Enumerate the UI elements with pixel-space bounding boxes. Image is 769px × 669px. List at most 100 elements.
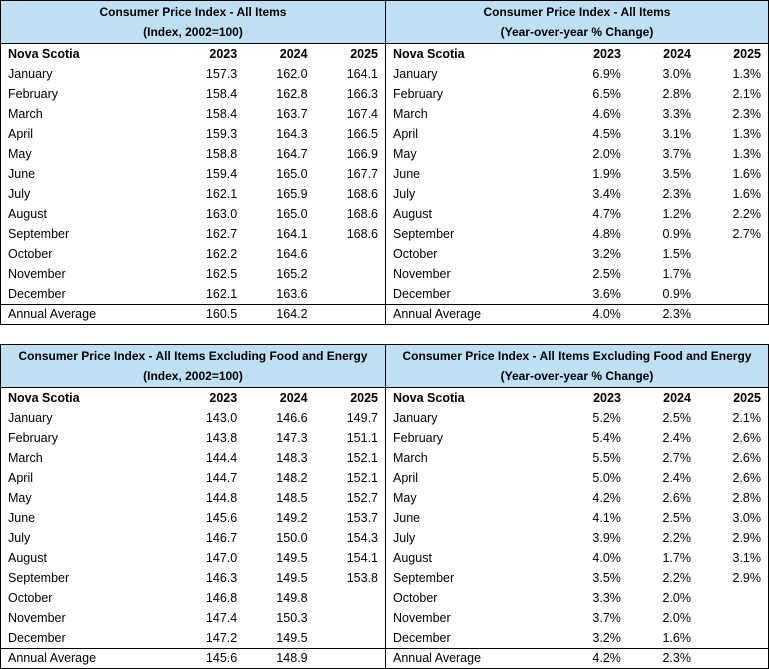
value-cell: 152.7	[346, 491, 378, 505]
table-all-items-index: Consumer Price Index - All Items (Index,…	[0, 0, 386, 325]
value-cell: 149.5	[276, 551, 308, 565]
value-cell: 2.6%	[732, 471, 762, 485]
value-cell: 165.0	[276, 167, 308, 181]
table-row: August 163.0 165.0 168.6	[1, 204, 385, 224]
table-row: June 4.1% 2.5% 3.0%	[386, 508, 768, 528]
value-cell: 0.9%	[662, 286, 691, 301]
value-cell: 1.3%	[732, 147, 762, 161]
table-group-excluding-food-energy: Consumer Price Index - All Items Excludi…	[0, 344, 769, 669]
value-cell: 168.6	[346, 187, 378, 201]
row-label: August	[8, 551, 47, 565]
value-cell: 2.5%	[662, 411, 691, 425]
value-cell: 1.6%	[732, 167, 762, 181]
row-label: September	[393, 227, 455, 241]
table-row: January 5.2% 2.5% 2.1%	[386, 408, 768, 428]
table-row: September 3.5% 2.2% 2.9%	[386, 568, 768, 588]
row-label: May	[393, 147, 417, 161]
region-column-header: Nova Scotia	[8, 47, 80, 61]
table-subtitle: (Index, 2002=100)	[143, 369, 243, 383]
value-cell: 167.4	[346, 107, 378, 121]
value-cell: 2.3%	[627, 647, 698, 668]
row-label: January	[393, 411, 438, 425]
table-row: January 6.9% 3.0% 1.3%	[386, 64, 768, 84]
annual-average-row: Annual Average 145.6 148.9	[1, 647, 385, 668]
row-label: March	[8, 107, 43, 121]
table-row: February 5.4% 2.4% 2.6%	[386, 428, 768, 448]
value-cell: 148.9	[244, 647, 315, 668]
year-column-header: 2023	[209, 391, 238, 405]
row-label: August	[393, 551, 432, 565]
table-title-block: Consumer Price Index - All Items (Index,…	[1, 1, 385, 44]
value-cell: 3.0%	[662, 67, 691, 81]
value-cell: 157.3	[205, 67, 238, 81]
value-cell: 146.6	[276, 411, 308, 425]
table-row: October 3.2% 1.5%	[386, 244, 768, 264]
table-row: August 147.0 149.5 154.1	[1, 548, 385, 568]
value-cell	[697, 303, 768, 324]
row-label: June	[393, 167, 421, 181]
value-cell: 153.8	[346, 571, 378, 585]
value-cell: 2.4%	[662, 431, 691, 445]
value-cell: 6.5%	[592, 87, 621, 101]
table-row: March 5.5% 2.7% 2.6%	[386, 448, 768, 468]
table-row: February 158.4 162.8 166.3	[1, 84, 385, 104]
value-cell: 4.8%	[592, 227, 621, 241]
row-label: March	[393, 451, 428, 465]
value-cell: 1.3%	[732, 127, 762, 141]
value-cell: 2.8%	[732, 491, 762, 505]
region-column-header: Nova Scotia	[8, 391, 80, 405]
value-cell: 152.1	[346, 471, 378, 485]
value-cell	[698, 264, 768, 284]
value-cell: 164.2	[244, 303, 315, 324]
value-cell: 3.7%	[592, 611, 621, 625]
year-column-header: 2023	[593, 391, 621, 405]
value-cell: 3.0%	[732, 511, 762, 525]
column-header-row: Nova Scotia 2023 2024 2025	[1, 44, 385, 64]
value-cell: 150.3	[276, 611, 308, 625]
row-label: February	[393, 87, 444, 101]
table-row: September 146.3 149.5 153.8	[1, 568, 385, 588]
value-cell: 2.2%	[662, 531, 691, 545]
table-title: Consumer Price Index - All Items Excludi…	[18, 349, 368, 363]
row-label: November	[393, 267, 451, 281]
value-cell	[315, 588, 385, 608]
value-cell: 6.9%	[592, 67, 621, 81]
table-row: March 158.4 163.7 167.4	[1, 104, 385, 124]
table-row: March 4.6% 3.3% 2.3%	[386, 104, 768, 124]
table-row: February 6.5% 2.8% 2.1%	[386, 84, 768, 104]
value-cell	[698, 608, 768, 628]
table-row: May 144.8 148.5 152.7	[1, 488, 385, 508]
row-label: December	[8, 286, 66, 301]
value-cell: 164.3	[276, 127, 308, 141]
value-cell: 1.6%	[732, 187, 762, 201]
value-cell: 159.4	[205, 167, 238, 181]
row-label: June	[393, 511, 421, 525]
year-column-header: 2024	[663, 391, 691, 405]
value-cell: 145.6	[173, 647, 245, 668]
value-cell: 149.5	[276, 571, 308, 585]
value-cell: 166.5	[346, 127, 378, 141]
value-cell: 164.1	[346, 67, 378, 81]
value-cell: 2.5%	[662, 511, 691, 525]
value-cell: 5.0%	[592, 471, 621, 485]
value-cell: 163.6	[276, 286, 308, 301]
value-cell: 3.2%	[592, 630, 621, 645]
value-cell	[697, 647, 768, 668]
table-row: June 159.4 165.0 167.7	[1, 164, 385, 184]
value-cell: 3.1%	[662, 127, 691, 141]
value-cell: 166.9	[346, 147, 378, 161]
value-cell: 165.9	[276, 187, 308, 201]
value-cell: 4.0%	[557, 303, 628, 324]
value-cell: 162.0	[276, 67, 308, 81]
row-label: August	[393, 207, 432, 221]
value-cell: 148.2	[276, 471, 308, 485]
value-cell: 2.5%	[592, 267, 621, 281]
table-ex-food-energy-index: Consumer Price Index - All Items Excludi…	[0, 344, 386, 669]
table-row: April 5.0% 2.4% 2.6%	[386, 468, 768, 488]
column-header-row: Nova Scotia 2023 2024 2025	[386, 44, 768, 64]
value-cell: 149.8	[276, 591, 308, 605]
column-header-row: Nova Scotia 2023 2024 2025	[1, 388, 385, 408]
value-cell: 1.7%	[662, 551, 691, 565]
table-all-items-yoy: Consumer Price Index - All Items (Year-o…	[386, 0, 769, 325]
